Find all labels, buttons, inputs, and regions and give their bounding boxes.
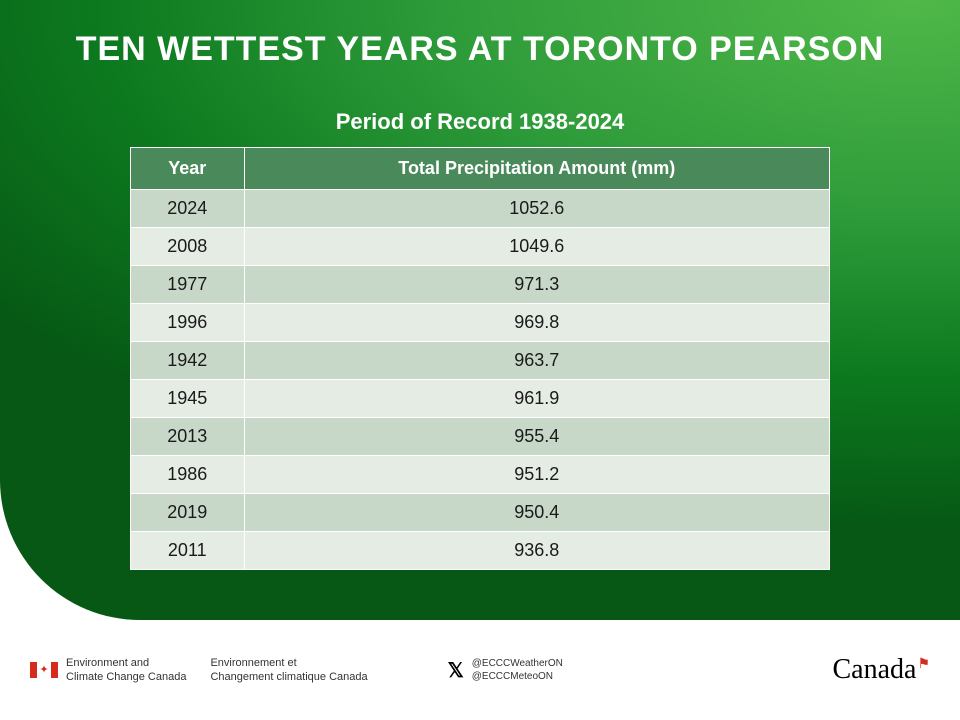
table-row: 20241052.6 [131,190,830,228]
table-row: 2011936.8 [131,532,830,570]
footer: ✦ Environment and Climate Change Canada … [0,620,960,720]
main-panel: TEN WETTEST YEARS AT TORONTO PEARSON Per… [0,0,960,620]
social-block: 𝕏 @ECCCWeatherON @ECCCMeteoON [448,657,563,683]
table-row: 1945961.9 [131,380,830,418]
table-row: 2019950.4 [131,494,830,532]
dept-text-en: Environment and Climate Change Canada [66,656,186,685]
x-icon: 𝕏 [448,658,464,683]
table-body: 20241052.6 20081049.6 1977971.3 1996969.… [131,190,830,570]
dept-signature-en: ✦ Environment and Climate Change Canada [30,656,186,685]
canada-flag-icon: ✦ [30,662,58,678]
canada-wordmark: Canada⚑ [832,654,930,686]
table-row: 20081049.6 [131,228,830,266]
col-year: Year [131,148,245,190]
col-precip: Total Precipitation Amount (mm) [244,148,829,190]
maple-leaf-icon: ⚑ [917,656,930,673]
page-title: TEN WETTEST YEARS AT TORONTO PEARSON [60,30,900,69]
precipitation-table: Year Total Precipitation Amount (mm) 202… [130,147,830,570]
table-row: 1986951.2 [131,456,830,494]
table-header-row: Year Total Precipitation Amount (mm) [131,148,830,190]
social-handles: @ECCCWeatherON @ECCCMeteoON [472,657,563,683]
table-row: 1977971.3 [131,266,830,304]
subtitle: Period of Record 1938-2024 [60,109,900,135]
dept-text-fr: Environnement et Changement climatique C… [210,656,367,685]
table-row: 2013955.4 [131,418,830,456]
table-row: 1942963.7 [131,342,830,380]
table-row: 1996969.8 [131,304,830,342]
